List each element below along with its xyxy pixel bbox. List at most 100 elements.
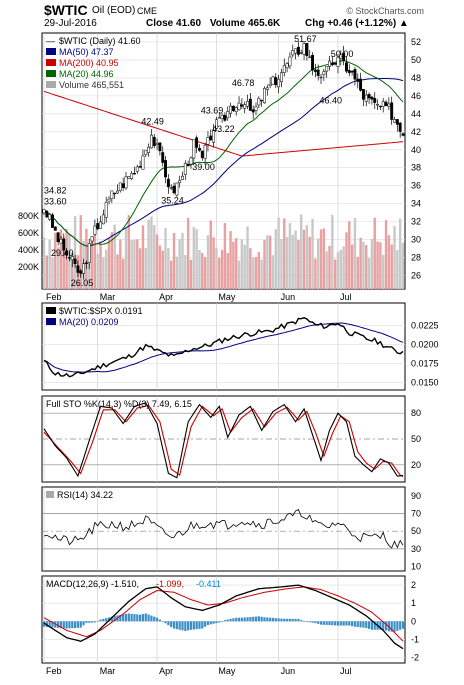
- price-candle: [178, 180, 182, 183]
- volume-bar: [167, 248, 170, 289]
- price-candle: [110, 190, 114, 199]
- price-candle: [347, 70, 351, 74]
- volume-bar: [356, 256, 359, 289]
- price-candle: [325, 66, 329, 72]
- volume-bar: [316, 238, 320, 289]
- volume-bar: [164, 228, 167, 289]
- macd-histogram-bar: [73, 621, 77, 629]
- ratio-y-tick-label: 0.0200: [411, 340, 439, 350]
- price-candle: [288, 56, 292, 67]
- ratio-legend-entry: MA(20) 0.0209: [59, 317, 119, 327]
- price-candle: [291, 50, 295, 56]
- volume-bar: [153, 225, 156, 289]
- price-candle: [84, 262, 88, 264]
- volume-bar: [353, 218, 357, 289]
- price-candle: [376, 103, 380, 106]
- price-candle: [299, 52, 303, 54]
- macd-histogram-bar: [218, 621, 221, 623]
- price-annotation: 26.05: [71, 278, 94, 288]
- macd-histogram-bar: [79, 621, 82, 628]
- volume-bar: [277, 217, 280, 289]
- volume-bar: [398, 218, 402, 289]
- macd-histogram-bar: [297, 618, 300, 622]
- price-candle: [73, 258, 77, 264]
- volume-bar: [116, 254, 119, 289]
- macd-x-tick-label: Mar: [100, 666, 116, 676]
- volume-bar: [203, 257, 207, 289]
- price-candle: [42, 209, 46, 214]
- price-candle: [243, 104, 247, 109]
- price-x-tick-label: May: [218, 292, 236, 302]
- volume-bar: [138, 248, 142, 289]
- volume-bar: [350, 244, 354, 289]
- macd-histogram-bar: [243, 617, 246, 622]
- macd-histogram-bar: [187, 621, 190, 631]
- volume-bar: [359, 237, 362, 289]
- volume-bar: [184, 254, 187, 289]
- volume-bar: [300, 214, 303, 289]
- macd-histogram-bar: [107, 617, 111, 622]
- macd-histogram-bar: [82, 621, 85, 626]
- price-candle: [217, 117, 221, 119]
- volume-bar: [297, 239, 300, 289]
- price-candle: [141, 155, 145, 170]
- price-y-tick-label: 30: [411, 235, 421, 245]
- price-candle: [59, 238, 63, 244]
- volume-bar: [294, 230, 297, 289]
- price-candle: [192, 139, 196, 159]
- price-candle: [381, 101, 385, 107]
- macd-histogram-bar: [201, 621, 204, 629]
- volume-bar: [110, 232, 114, 289]
- price-candle: [93, 225, 97, 235]
- chart-date: 29-Jul-2016: [44, 18, 97, 29]
- price-candle: [246, 101, 249, 107]
- volume-bar: [229, 231, 232, 289]
- price-candle: [164, 160, 168, 178]
- price-candle: [251, 109, 255, 113]
- macd-histogram-bar: [342, 621, 345, 626]
- volume-bar: [96, 253, 99, 289]
- sto-d-line: [43, 404, 404, 478]
- price-annotation: 34.82: [44, 185, 67, 195]
- chart-symbol: $WTIC: [44, 2, 88, 18]
- volume-bar: [370, 239, 374, 289]
- macd-histogram-bar: [288, 618, 292, 622]
- macd-legend-entry: MACD(12,26,9) -1.510,: [46, 579, 139, 589]
- macd-histogram-bar: [348, 621, 351, 626]
- price-candle: [257, 98, 261, 106]
- macd-histogram-bar: [184, 621, 187, 631]
- price-candle: [206, 137, 210, 145]
- macd-histogram-bar: [141, 614, 145, 622]
- macd-histogram-bar: [178, 621, 181, 630]
- macd-histogram-bar: [317, 621, 320, 624]
- price-y-tick-label: 40: [411, 145, 421, 155]
- price-candle: [274, 77, 278, 86]
- price-candle: [373, 98, 377, 103]
- price-candle: [226, 111, 230, 119]
- price-candle: [186, 163, 190, 166]
- volume-bar: [195, 229, 198, 289]
- copyright-text: © StockCharts.com: [346, 6, 424, 16]
- price-candle: [265, 87, 269, 90]
- volume-bar: [198, 249, 201, 289]
- macd-y-tick-label: -2: [411, 653, 419, 663]
- price-candle: [101, 214, 105, 225]
- volume-bar: [367, 258, 371, 289]
- volume-bar: [339, 249, 343, 289]
- price-candle: [127, 176, 131, 179]
- price-candle: [361, 89, 365, 100]
- volume-bar: [235, 238, 238, 289]
- volume-bar: [93, 234, 97, 289]
- volume-bar: [90, 239, 94, 289]
- macd-histogram-bar: [249, 617, 252, 622]
- volume-bar: [107, 238, 111, 289]
- price-candle: [384, 101, 388, 106]
- sto-k-line: [43, 402, 404, 479]
- volume-bar: [260, 259, 263, 289]
- macd-histogram-bar: [325, 621, 328, 625]
- macd-histogram-bar: [212, 621, 215, 624]
- price-candle: [51, 214, 54, 228]
- volume-bar: [189, 259, 193, 289]
- price-annotation: 39.00: [192, 162, 215, 172]
- price-candle: [398, 122, 402, 132]
